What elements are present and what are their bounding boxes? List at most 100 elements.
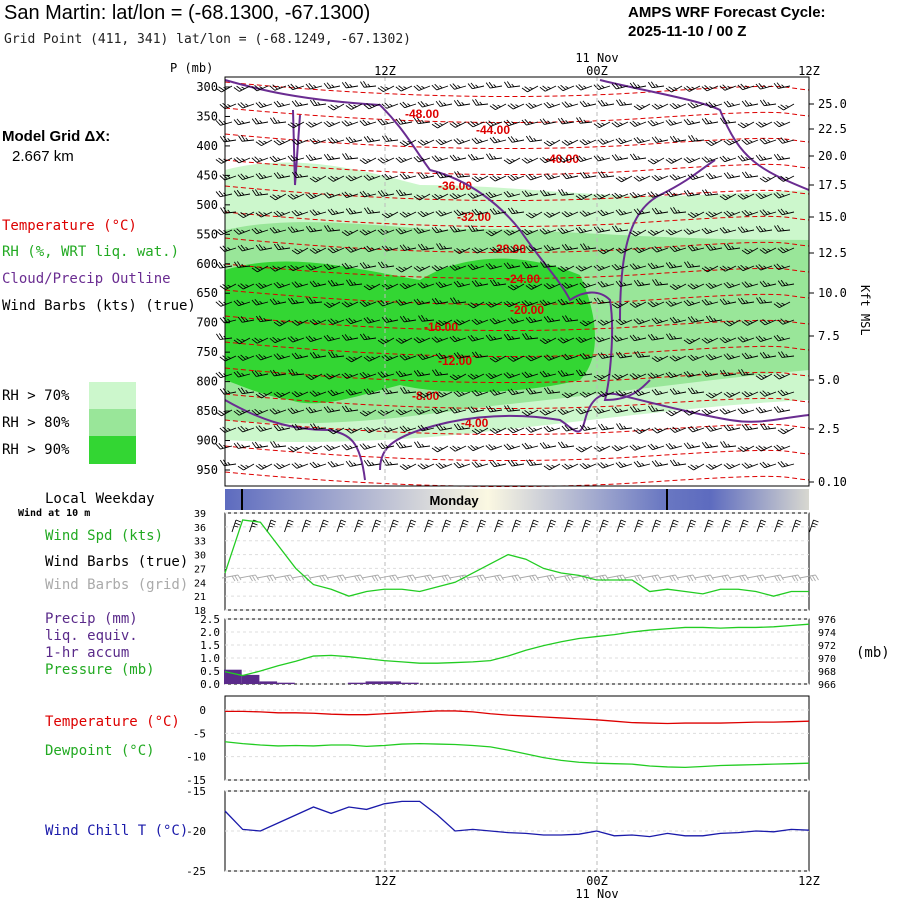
wind-barb-stroke [323, 82, 341, 89]
height-tick-label: 15.0 [818, 210, 847, 224]
wind-barb [593, 154, 611, 162]
wind-barb-stroke [273, 319, 291, 327]
wind-barb-stroke [651, 246, 669, 253]
wind-barb [507, 103, 525, 110]
wind-barb-stroke [741, 138, 759, 145]
wind-barb [579, 391, 597, 398]
wind-barb-stroke [345, 136, 363, 144]
wind-barb [381, 316, 399, 323]
wind-barb [399, 211, 417, 218]
wind-barb-stroke [215, 261, 233, 269]
wind-barb [413, 155, 431, 163]
wind-barb [454, 171, 471, 178]
wind-barb-stroke [453, 423, 471, 431]
wind-barb [417, 172, 435, 179]
grid-wind-barb-stroke [484, 574, 504, 582]
wind-barb [579, 210, 597, 217]
wind-barb-stroke [705, 353, 723, 361]
wind-barb [558, 189, 575, 196]
wind-barb-stroke [723, 391, 741, 398]
wind-barb-stroke [741, 391, 759, 398]
wind-barb [648, 405, 665, 412]
rh90-region [225, 258, 595, 404]
wind-barb [665, 371, 683, 379]
wind-panel-frame [224, 512, 810, 611]
wind-tick-label: 30 [194, 551, 206, 562]
wind-barb [485, 229, 503, 237]
wind-barb [539, 156, 557, 164]
wind-barb [219, 245, 237, 252]
wind-barb [684, 261, 701, 268]
dewpoint-legend: Dewpoint (°C) [45, 743, 155, 759]
wind-barb [327, 247, 345, 254]
wind-barb-stroke [471, 427, 489, 435]
wind-barb [629, 229, 647, 237]
wind-barb [741, 171, 759, 179]
wind-barb-stroke [755, 264, 773, 271]
wind-barb-stroke [431, 336, 449, 343]
surface-wind-barb-stroke [704, 519, 714, 533]
wind-barb [719, 336, 737, 344]
wind-barb [633, 208, 651, 215]
wind-barb [719, 193, 737, 201]
wind-barb-stroke [737, 297, 755, 305]
wind-barb-stroke [489, 175, 507, 182]
wind-barb [543, 315, 561, 323]
wind-barb-stroke [269, 193, 287, 201]
wind-barb [431, 297, 449, 305]
wind-barb [687, 425, 705, 433]
liq-equiv-legend: liq. equiv. [45, 628, 138, 644]
wind-barb-stroke [377, 261, 395, 269]
wind-barb-stroke [597, 423, 615, 431]
wind-barb-stroke [683, 299, 701, 307]
wind-barb [562, 315, 579, 322]
wind-barb [309, 99, 327, 107]
wind-barb-stroke [593, 83, 611, 90]
wind-barb-stroke [760, 423, 777, 430]
wind-barb-stroke [719, 298, 737, 305]
wind-barb-stroke [363, 317, 381, 324]
wind-barb-stroke [468, 225, 485, 232]
wind-barb [629, 444, 647, 451]
wind-barb [598, 171, 615, 178]
wind-barb-stroke [759, 319, 777, 326]
wind-barb [759, 280, 777, 288]
grid-wind-barb-stroke [501, 574, 522, 582]
wind-barb [471, 247, 489, 254]
wind-barb-stroke [341, 229, 359, 237]
wind-barb [431, 83, 449, 91]
wind-barb [611, 121, 629, 128]
wind-barb-stroke [633, 137, 651, 144]
wind-barb-stroke [489, 208, 507, 215]
wind-barb [503, 443, 521, 450]
wind-barb-stroke [705, 101, 723, 108]
wind-barb [233, 157, 251, 164]
wind-barb [399, 244, 417, 251]
wind-barb-stroke [503, 119, 521, 127]
wind-barb-stroke [413, 265, 431, 272]
wind-barb [215, 85, 233, 93]
wind-barb-stroke [287, 226, 305, 233]
surface-wind-barb [809, 519, 819, 533]
wind-barb-stroke [359, 229, 377, 236]
wind-barb [395, 265, 413, 273]
wind-barb-stroke [233, 118, 251, 126]
wind-barb [233, 118, 251, 126]
precip-legend: Precip (mm) [45, 611, 138, 627]
wind-barb-stroke [220, 207, 237, 214]
wind-barb-stroke [683, 442, 701, 449]
wind-barb-stroke [288, 369, 305, 376]
wind-barb [341, 334, 359, 341]
wind-barb [521, 442, 539, 450]
wind-barb [216, 333, 233, 340]
surface-wind-barb [231, 519, 242, 533]
wind-barb [485, 120, 503, 127]
grid-wind-barb [746, 574, 767, 582]
grid-wind-barb [291, 574, 312, 582]
wind-barb [287, 155, 305, 162]
wind-barb-stroke [399, 282, 417, 290]
wind-barb-stroke [687, 211, 705, 219]
forecast-cycle: AMPS WRF Forecast Cycle: 2025-11-10 / 00… [628, 3, 826, 41]
wind-barb-stroke [597, 352, 615, 359]
wind-barb [521, 371, 539, 378]
